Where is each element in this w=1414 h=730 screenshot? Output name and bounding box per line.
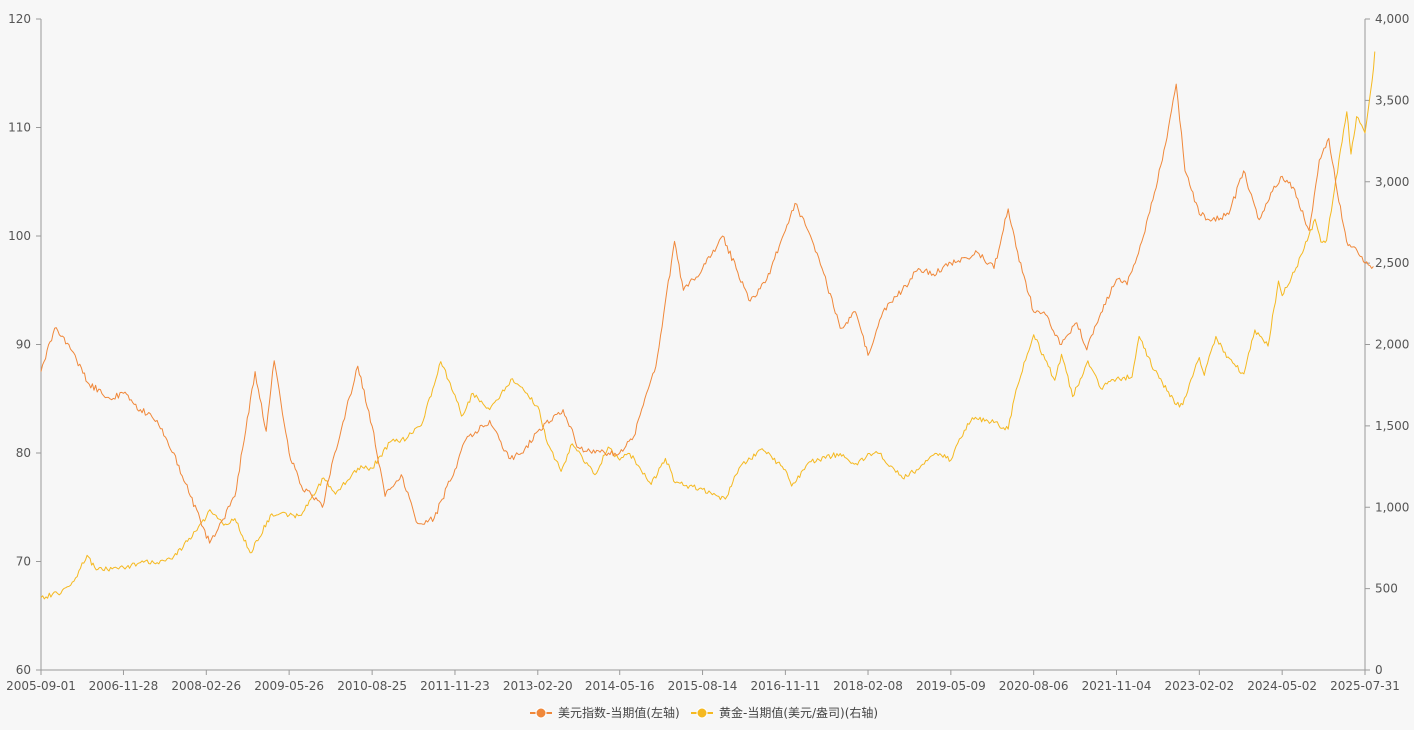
x-tick-label: 2020-08-06 [999,679,1069,693]
y-left-tick-label: 80 [16,446,31,460]
y-right-tick-label: 0 [1375,663,1383,677]
x-tick-label: 2024-05-02 [1247,679,1317,693]
legend: 美元指数-当期值(左轴) 黄金-当期值(美元/盎司)(右轴) [530,705,878,720]
y-right-tick-label: 1,500 [1375,419,1409,433]
y-left-tick-label: 110 [8,121,31,135]
series-line-0[interactable] [40,83,1374,544]
legend-item-0[interactable]: 美元指数-当期值(左轴) [530,705,680,720]
y-right-tick-label: 4,000 [1375,12,1409,26]
series-layer [40,51,1376,600]
x-tick-label: 2016-11-11 [750,679,820,693]
x-tick-label: 2018-02-08 [833,679,903,693]
y-right-tick-label: 2,000 [1375,338,1409,352]
legend-dot-icon [535,707,547,719]
legend-dot-icon [696,707,708,719]
y-axis-left-ticks: 60 70 80 90 100 110 120 [8,12,41,677]
series-line-1[interactable] [40,51,1376,600]
y-right-tick-label: 500 [1375,582,1398,596]
x-tick-label: 2008-02-26 [171,679,241,693]
y-left-tick-label: 100 [8,229,31,243]
legend-item-1[interactable]: 黄金-当期值(美元/盎司)(右轴) [691,705,878,720]
x-tick-label: 2011-11-23 [420,679,490,693]
x-tick-label: 2025-07-31 [1330,679,1400,693]
x-tick-label: 2021-11-04 [1082,679,1152,693]
y-right-tick-label: 2,500 [1375,256,1409,270]
plot-area: 60 70 80 90 100 110 120 0 500 1,000 1,500 2,000 2,5… [6,12,1409,693]
x-tick-label: 2006-11-28 [89,679,159,693]
y-axis-right-ticks: 0 500 1,000 1,500 2,000 2,500 3,000 3,500 4,000 [1365,12,1409,677]
y-left-tick-label: 120 [8,12,31,26]
x-tick-label: 2023-02-02 [1164,679,1234,693]
legend-label: 黄金-当期值(美元/盎司)(右轴) [719,705,878,720]
y-right-tick-label: 3,500 [1375,93,1409,107]
y-left-tick-label: 70 [16,555,31,569]
y-right-tick-label: 3,000 [1375,175,1409,189]
x-tick-label: 2015-08-14 [668,679,738,693]
x-tick-label: 2014-05-16 [585,679,655,693]
x-tick-label: 2013-02-20 [503,679,573,693]
x-tick-label: 2005-09-01 [6,679,76,693]
y-right-tick-label: 1,000 [1375,500,1409,514]
y-left-tick-label: 60 [16,663,31,677]
legend-label: 美元指数-当期值(左轴) [558,705,680,720]
x-tick-label: 2019-05-09 [916,679,986,693]
x-tick-label: 2009-05-26 [254,679,324,693]
x-axis-ticks: 2005-09-01 2006-11-28 2008-02-26 2009-05-26… [6,670,1400,693]
x-tick-label: 2010-08-25 [337,679,407,693]
y-left-tick-label: 90 [16,338,31,352]
